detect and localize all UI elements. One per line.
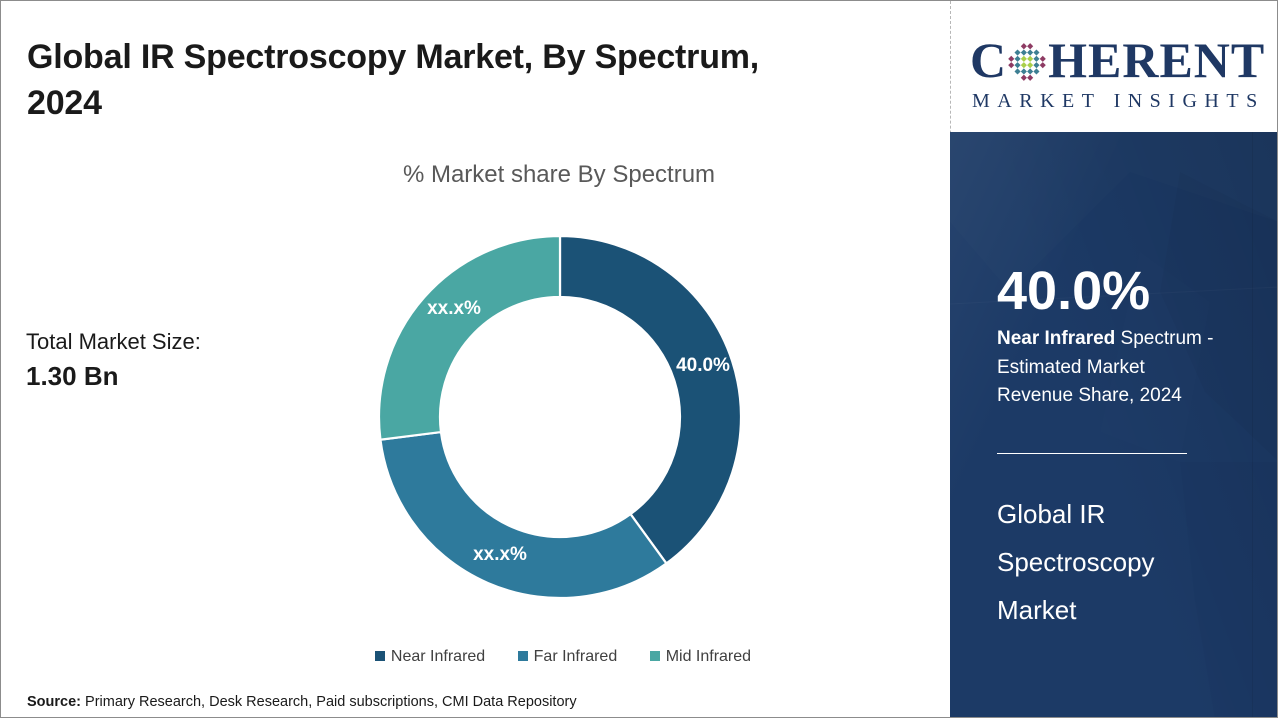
svg-text:xx.x%: xx.x% <box>473 544 527 565</box>
svg-text:xx.x%: xx.x% <box>427 298 481 319</box>
svg-text:40.0%: 40.0% <box>676 355 730 376</box>
